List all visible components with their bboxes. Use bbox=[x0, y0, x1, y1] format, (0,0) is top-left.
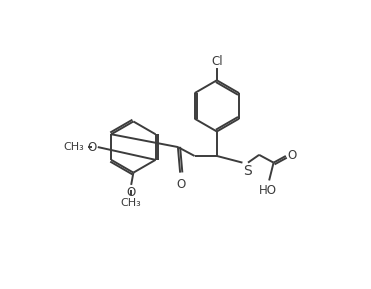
Text: CH₃: CH₃ bbox=[121, 198, 142, 208]
Text: O: O bbox=[88, 140, 97, 153]
Text: O: O bbox=[176, 177, 186, 190]
Text: CH₃: CH₃ bbox=[64, 142, 85, 152]
Text: O: O bbox=[288, 149, 297, 162]
Text: O: O bbox=[127, 186, 136, 199]
Text: S: S bbox=[243, 164, 252, 178]
Text: Cl: Cl bbox=[211, 55, 223, 68]
Text: HO: HO bbox=[259, 184, 277, 197]
